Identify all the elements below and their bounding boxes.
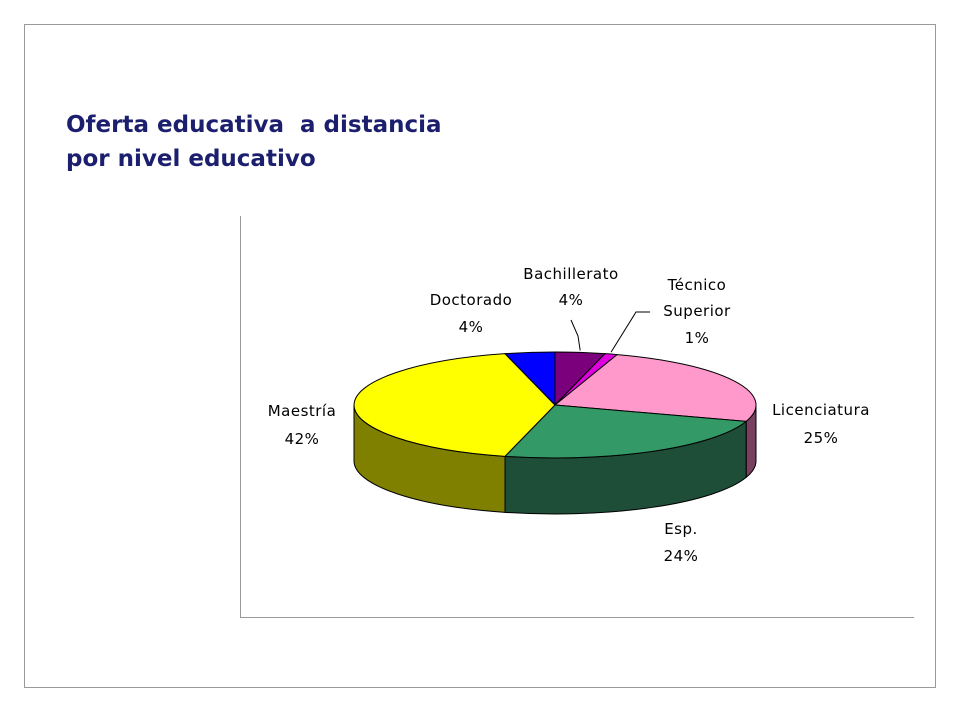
label-licenciatura-name: Licenciatura — [772, 401, 870, 419]
pie-slice-licenciatura — [554, 354, 757, 422]
pie-slice-esp — [504, 404, 747, 459]
label-tecnico-value: 1% — [685, 329, 710, 347]
label-licenciatura-value: 25% — [804, 429, 839, 447]
slide-title-line-1: Oferta educativa a distancia — [66, 112, 442, 138]
chart-area-left-border — [240, 216, 241, 617]
label-tecnico-name-line1: Técnico — [667, 276, 727, 294]
slide-title: Oferta educativa a distancia por nivel e… — [66, 108, 442, 176]
pie-chart: Bachillerato 4% Técnico Superior 1% Doct… — [268, 265, 870, 565]
leader-line-tecnico — [610, 311, 650, 353]
pie-sides — [353, 404, 757, 515]
slide-frame — [24, 24, 936, 688]
slide-title-line-2: por nivel educativo — [66, 146, 316, 172]
chart-area: Bachillerato 4% Técnico Superior 1% Doct… — [240, 216, 914, 618]
pie-slice-maestria — [353, 353, 556, 457]
pie-slice-doctorado — [504, 351, 556, 406]
label-tecnico-name-line2: Superior — [663, 302, 731, 320]
label-doctorado-name: Doctorado — [430, 291, 513, 309]
label-doctorado-value: 4% — [459, 318, 484, 336]
chart-area-bottom-border — [240, 617, 914, 618]
pie-tops — [353, 351, 757, 459]
label-maestria-value: 42% — [285, 430, 320, 448]
pie-leader-lines — [570, 311, 650, 353]
leader-line-bachillerato — [570, 319, 581, 351]
label-maestria-name: Maestría — [268, 402, 337, 420]
label-bachillerato-value: 4% — [559, 291, 584, 309]
label-bachillerato-name: Bachillerato — [523, 265, 618, 283]
label-esp-name: Esp. — [664, 520, 698, 538]
label-esp-value: 24% — [664, 547, 699, 565]
